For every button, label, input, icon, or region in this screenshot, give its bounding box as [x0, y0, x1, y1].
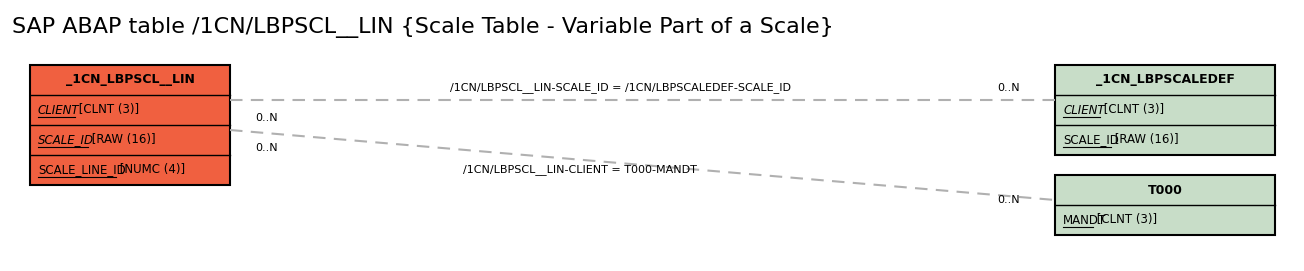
Text: SCALE_ID: SCALE_ID [1063, 134, 1119, 147]
Text: 0..N: 0..N [998, 83, 1020, 93]
Text: _1CN_LBPSCALEDEF: _1CN_LBPSCALEDEF [1095, 73, 1235, 86]
Text: SCALE_ID: SCALE_ID [38, 134, 94, 147]
Text: T000: T000 [1148, 183, 1183, 196]
Text: /1CN/LBPSCL__LIN-CLIENT = T000-MANDT: /1CN/LBPSCL__LIN-CLIENT = T000-MANDT [463, 164, 696, 175]
Text: CLIENT: CLIENT [1063, 104, 1104, 117]
Text: 0..N: 0..N [256, 113, 278, 123]
Text: CLIENT: CLIENT [38, 104, 80, 117]
Text: [CLNT (3)]: [CLNT (3)] [1101, 104, 1164, 117]
Text: [CLNT (3)]: [CLNT (3)] [1093, 214, 1157, 227]
FancyBboxPatch shape [30, 65, 230, 185]
Text: 0..N: 0..N [256, 143, 278, 153]
Text: SCALE_LINE_ID: SCALE_LINE_ID [38, 163, 125, 176]
FancyBboxPatch shape [1055, 175, 1275, 235]
Text: /1CN/LBPSCL__LIN-SCALE_ID = /1CN/LBPSCALEDEF-SCALE_ID: /1CN/LBPSCL__LIN-SCALE_ID = /1CN/LBPSCAL… [450, 83, 790, 93]
Text: 0..N: 0..N [998, 195, 1020, 205]
Text: MANDT: MANDT [1063, 214, 1106, 227]
Text: [RAW (16)]: [RAW (16)] [1111, 134, 1179, 147]
Text: [NUMC (4)]: [NUMC (4)] [116, 163, 185, 176]
Text: _1CN_LBPSCL__LIN: _1CN_LBPSCL__LIN [65, 73, 194, 86]
Text: SAP ABAP table /1CN/LBPSCL__LIN {Scale Table - Variable Part of a Scale}: SAP ABAP table /1CN/LBPSCL__LIN {Scale T… [12, 18, 833, 38]
FancyBboxPatch shape [1055, 65, 1275, 155]
Text: [RAW (16)]: [RAW (16)] [87, 134, 155, 147]
Text: [CLNT (3)]: [CLNT (3)] [76, 104, 140, 117]
